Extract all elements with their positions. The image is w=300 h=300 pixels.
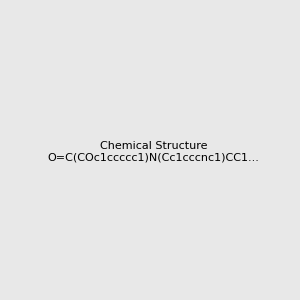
Text: Chemical Structure
O=C(COc1ccccc1)N(Cc1cccnc1)CC1...: Chemical Structure O=C(COc1ccccc1)N(Cc1c… bbox=[48, 141, 260, 162]
